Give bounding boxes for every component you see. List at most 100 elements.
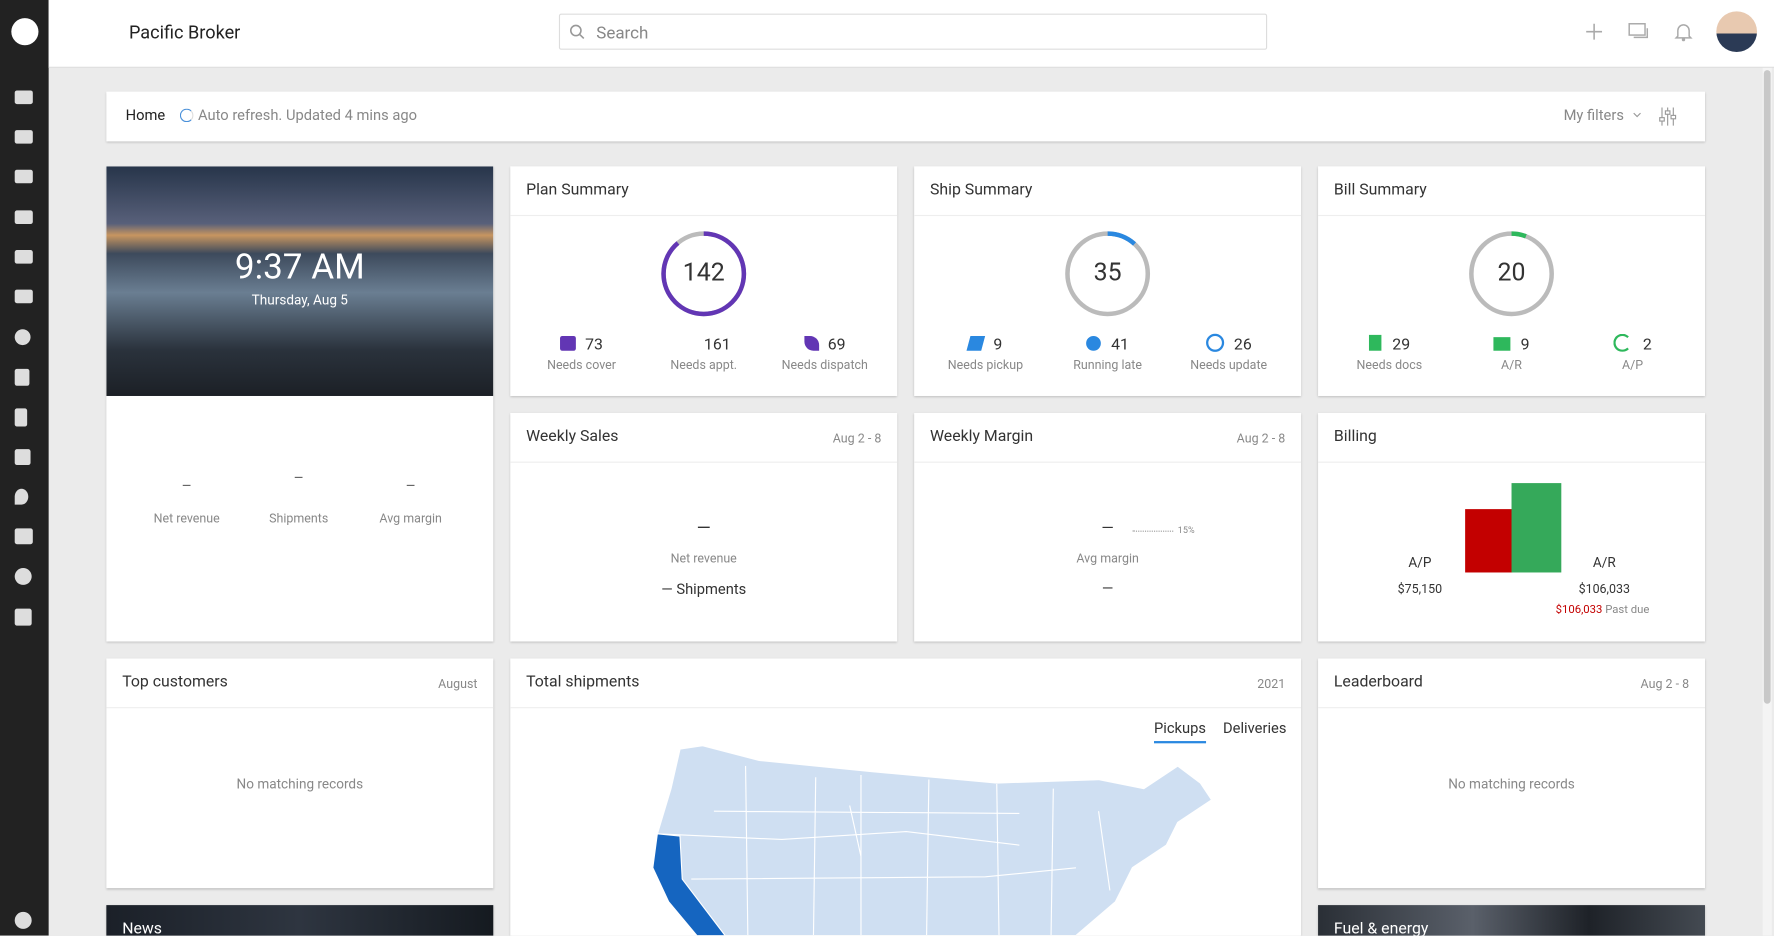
avatar[interactable] — [1716, 11, 1758, 53]
clock-time: 9:37 AM — [234, 245, 365, 288]
ring-total: 142 — [682, 259, 725, 288]
bell-icon[interactable] — [1674, 21, 1693, 42]
leaderboard-card: Leaderboard Aug 2 - 8 No matching records — [1318, 658, 1705, 889]
nav-icon[interactable] — [14, 368, 30, 386]
home-link[interactable]: Home — [125, 107, 166, 125]
summary-item: 161 Needs appt. — [641, 333, 765, 373]
clock-image: 9:37 AM Thursday, Aug 5 — [106, 166, 494, 396]
toolbar: Home Auto refresh. Updated 4 mins ago My… — [106, 91, 1705, 142]
add-icon[interactable] — [1585, 23, 1603, 41]
tab-active[interactable]: Pickups — [1154, 721, 1206, 744]
past-due: $106,033 Past due — [1556, 604, 1650, 616]
brand: Pacific Broker — [128, 21, 241, 43]
summary-item: 29 Needs docs — [1327, 333, 1451, 372]
nav-icon[interactable] — [14, 449, 31, 465]
nav-icon[interactable] — [14, 911, 32, 929]
sales-value: — — [696, 517, 711, 539]
ap-amount: $75,150 — [1397, 581, 1443, 597]
item-value: 73 — [585, 336, 603, 355]
item-label: Needs dispatch — [781, 357, 868, 373]
logo[interactable] — [11, 18, 39, 46]
nav-icon[interactable] — [14, 488, 29, 505]
card-title: Top customers — [122, 673, 228, 692]
ap-label: A/P — [1408, 554, 1432, 571]
nav-icon[interactable] — [14, 329, 31, 346]
stat-label: Avg margin — [379, 511, 442, 527]
card-header: Billing — [1318, 413, 1705, 463]
card-title: News — [122, 919, 162, 936]
summary-item: 73 Needs cover — [519, 333, 643, 373]
ring-total: 20 — [1497, 259, 1526, 288]
card-title: Leaderboard — [1333, 673, 1423, 692]
item-icon — [1493, 337, 1511, 351]
item-icon — [1368, 334, 1381, 351]
card-range: Aug 2 - 8 — [1640, 676, 1690, 692]
target-line — [1132, 530, 1174, 532]
item-icon — [1086, 336, 1101, 351]
summary-item: 41 Running late — [1045, 333, 1169, 372]
filters-dropdown[interactable]: My filters — [1563, 107, 1624, 125]
ring — [661, 231, 747, 317]
nav-icon[interactable] — [14, 567, 32, 585]
stat-value: – — [405, 477, 416, 496]
sales-shipments: — Shipments — [661, 581, 747, 599]
weekly-margin-card: Weekly Margin Aug 2 - 8 — 15% Avg margin … — [914, 412, 1302, 642]
margin-value: — — [1101, 519, 1114, 538]
ap-bar — [1465, 509, 1513, 573]
empty-state: No matching records — [1448, 776, 1575, 792]
card-header: Weekly Margin Aug 2 - 8 — [914, 413, 1302, 463]
item-value: 161 — [703, 336, 731, 355]
summary-item: 26 Needs update — [1166, 333, 1290, 373]
ring — [1065, 231, 1151, 317]
card-header: Ship Summary — [914, 166, 1302, 217]
nav-icon[interactable] — [14, 130, 33, 144]
scroll-thumb[interactable] — [1763, 70, 1771, 704]
item-value: 69 — [827, 336, 846, 355]
search-box[interactable]: Search — [558, 13, 1268, 50]
card-header: Top customers August — [106, 658, 494, 709]
nav-icon[interactable] — [14, 289, 33, 304]
summary-item: 69 Needs dispatch — [763, 333, 887, 373]
item-value: 2 — [1642, 336, 1652, 355]
item-icon — [560, 336, 577, 351]
chat-icon[interactable] — [1628, 23, 1651, 41]
nav-icon[interactable] — [14, 250, 33, 264]
tab[interactable]: Deliveries — [1223, 720, 1287, 738]
card-range: Aug 2 - 8 — [832, 431, 882, 446]
nav-icon[interactable] — [14, 210, 33, 225]
item-label: Needs cover — [547, 357, 616, 373]
item-value: 29 — [1392, 336, 1411, 355]
filter-settings[interactable] — [1659, 106, 1677, 126]
news-card: News — [106, 905, 494, 936]
past-due-label: Past due — [1605, 604, 1650, 617]
item-label: Needs appt. — [670, 357, 738, 373]
stat: – Shipments — [236, 470, 360, 527]
fuel-card: Fuel & energy — [1318, 905, 1705, 936]
stat-value: – — [293, 469, 304, 488]
item-value: 9 — [993, 336, 1003, 355]
clock-card: 9:37 AM Thursday, Aug 5 – Net revenue – Sh… — [106, 166, 494, 642]
card-header: Total shipments 2021 — [510, 658, 1302, 709]
nav-icon[interactable] — [14, 90, 33, 105]
card-title: Weekly Sales — [526, 427, 619, 446]
past-due-amount: $106,033 — [1555, 604, 1603, 617]
search-placeholder: Search — [596, 22, 649, 43]
nav-icon[interactable] — [14, 608, 32, 626]
summary-item: 9 A/R — [1449, 333, 1573, 372]
ring-total: 35 — [1093, 259, 1122, 288]
nav-icon[interactable] — [14, 528, 33, 545]
nav-icon[interactable] — [14, 408, 28, 427]
margin-label: Avg margin — [1076, 550, 1139, 566]
item-label: Needs update — [1190, 357, 1268, 373]
stat-label: Shipments — [269, 511, 329, 527]
card-title: Ship Summary — [929, 181, 1033, 200]
nav-icon[interactable] — [14, 169, 33, 184]
search-icon — [569, 24, 585, 40]
us-map — [652, 744, 1212, 936]
card-header: Leaderboard Aug 2 - 8 — [1318, 658, 1705, 709]
card-title: Total shipments — [526, 673, 640, 692]
ring — [1469, 231, 1554, 317]
clock-date: Thursday, Aug 5 — [251, 291, 348, 308]
card-title: Billing — [1333, 427, 1377, 446]
